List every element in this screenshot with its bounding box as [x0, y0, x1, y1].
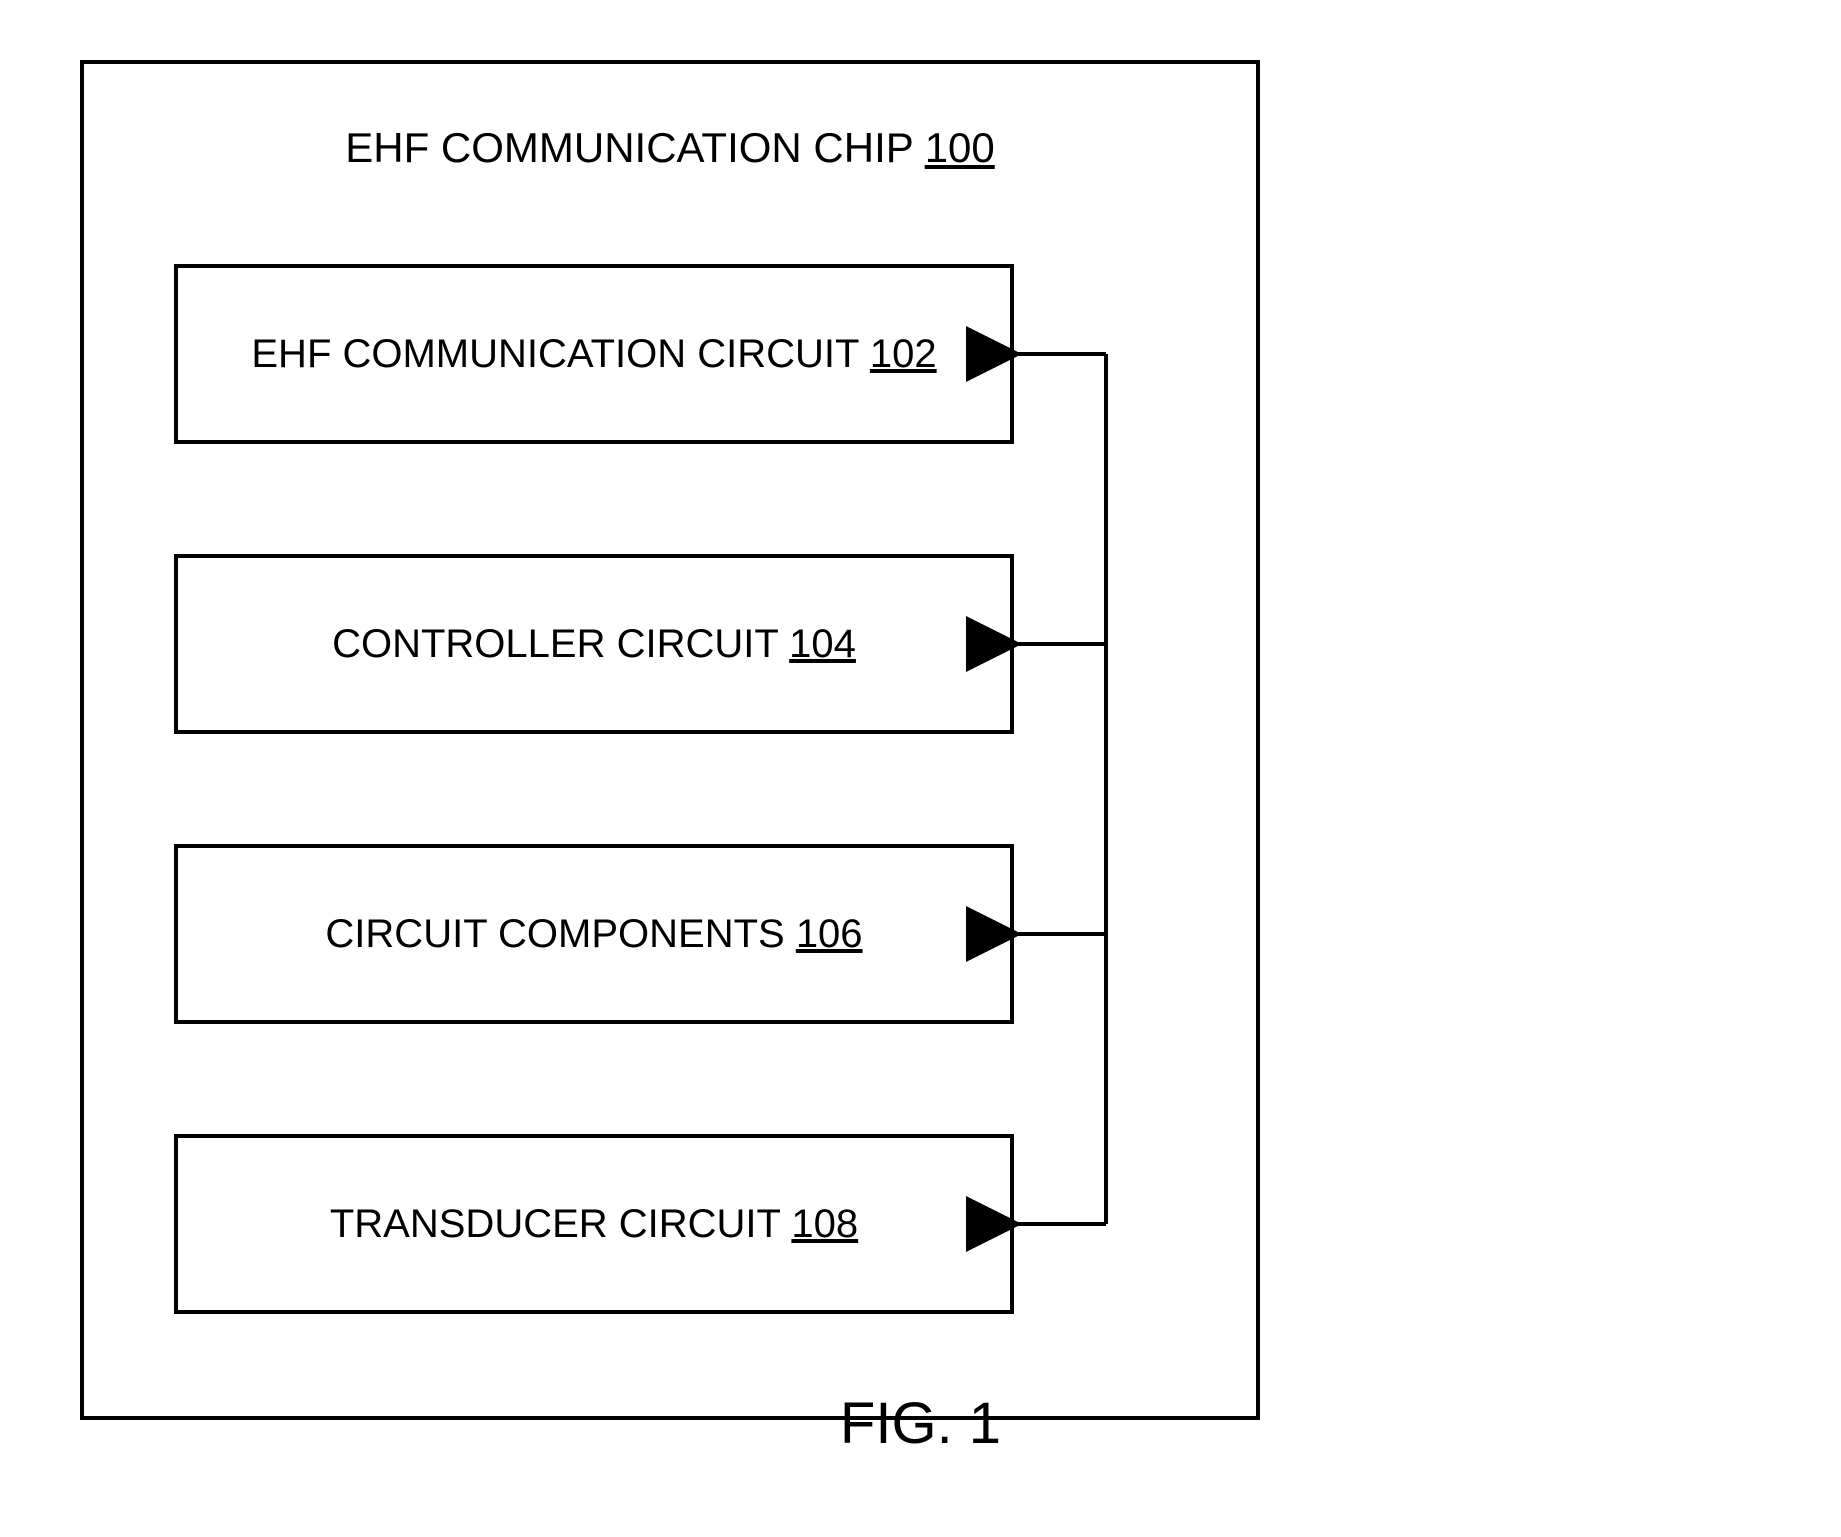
block-label-prefix: CONTROLLER CIRCUIT: [332, 622, 789, 666]
chip-title-ref: 100: [925, 124, 995, 171]
block-label-prefix: CIRCUIT COMPONENTS: [325, 912, 795, 956]
chip-outer-box: EHF COMMUNICATION CHIP 100 EHF COMMUNICA…: [80, 60, 1260, 1420]
figure-label: FIG. 1: [840, 1390, 1001, 1457]
block-label-prefix: TRANSDUCER CIRCUIT: [330, 1202, 792, 1246]
chip-title: EHF COMMUNICATION CHIP 100: [345, 124, 995, 172]
block-label-ref: 102: [870, 332, 937, 376]
block-label: EHF COMMUNICATION CIRCUIT 102: [251, 332, 936, 377]
chip-title-prefix: EHF COMMUNICATION CHIP: [345, 124, 924, 171]
block-controller-circuit: CONTROLLER CIRCUIT 104: [174, 554, 1014, 734]
block-label-ref: 106: [796, 912, 863, 956]
block-label: CIRCUIT COMPONENTS 106: [325, 912, 862, 957]
block-label: TRANSDUCER CIRCUIT 108: [330, 1202, 858, 1247]
block-circuit-components: CIRCUIT COMPONENTS 106: [174, 844, 1014, 1024]
block-ehf-communication-circuit: EHF COMMUNICATION CIRCUIT 102: [174, 264, 1014, 444]
block-label-prefix: EHF COMMUNICATION CIRCUIT: [251, 332, 870, 376]
block-label-ref: 108: [791, 1202, 858, 1246]
block-transducer-circuit: TRANSDUCER CIRCUIT 108: [174, 1134, 1014, 1314]
block-label: CONTROLLER CIRCUIT 104: [332, 622, 856, 667]
block-label-ref: 104: [789, 622, 856, 666]
diagram-container: EHF COMMUNICATION CHIP 100 EHF COMMUNICA…: [80, 60, 1260, 1420]
connector-lines: [996, 264, 1196, 1314]
